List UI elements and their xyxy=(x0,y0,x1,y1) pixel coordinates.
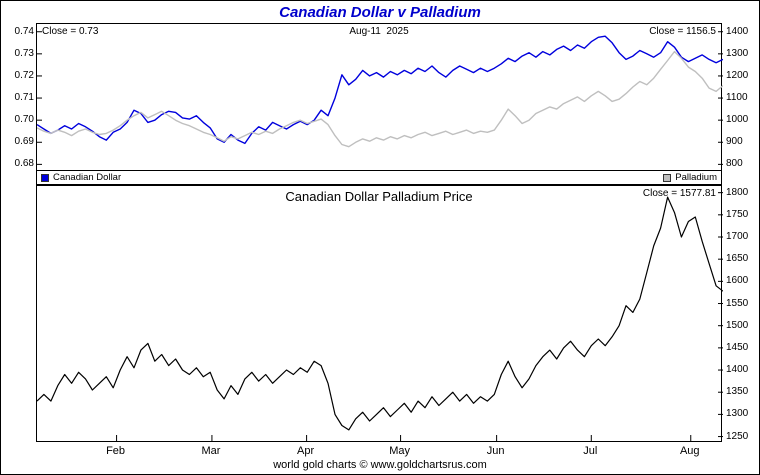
x-tick-label: Jun xyxy=(486,445,505,457)
axis-tick-label: 1200 xyxy=(726,69,749,81)
axis-tick-label: 0.72 xyxy=(14,69,34,81)
axis-tick-label: 1400 xyxy=(726,364,749,376)
axis-tick-label: 900 xyxy=(726,136,743,148)
axis-tick-label: 0.74 xyxy=(14,25,34,37)
series-line xyxy=(37,196,723,431)
x-tick-label: May xyxy=(389,445,410,457)
axis-tick-label: 1350 xyxy=(726,386,749,398)
bottom-plot-svg xyxy=(37,192,723,441)
palladium-legend-swatch xyxy=(663,173,672,182)
price-close-annotation: Close = 1577.81 xyxy=(642,188,716,199)
axis-tick-label: 1800 xyxy=(726,186,749,198)
legend: Canadian Dollar Palladium xyxy=(37,170,721,184)
palladium-close-annotation: Close = 1156.5 xyxy=(649,26,716,37)
axis-tick-label: 1750 xyxy=(726,208,749,220)
cad-legend-label: Canadian Dollar xyxy=(53,172,122,183)
series-line xyxy=(37,50,723,148)
axis-tick-label: 1250 xyxy=(726,430,749,442)
legend-item-cad: Canadian Dollar xyxy=(41,172,121,183)
axis-tick-label: 0.73 xyxy=(14,47,34,59)
axis-tick-label: 1700 xyxy=(726,231,749,242)
axis-tick-label: 1650 xyxy=(726,253,749,265)
axis-tick-label: 0.71 xyxy=(14,92,34,104)
cad-legend-swatch xyxy=(41,173,49,182)
axis-tick-label: 1100 xyxy=(726,92,748,104)
series-line xyxy=(37,35,723,145)
axis-tick-label: 1000 xyxy=(726,114,749,126)
page-title: Canadian Dollar v Palladium xyxy=(279,4,481,21)
axis-tick-label: 1300 xyxy=(726,408,749,420)
axis-tick-label: 0.68 xyxy=(14,158,34,170)
x-tick-label: Apr xyxy=(297,445,315,457)
cad-close-annotation: Close = 0.73 xyxy=(42,26,99,37)
footer-credit: world gold charts © www.goldchartsrus.co… xyxy=(273,459,487,471)
top-plot-svg xyxy=(37,31,723,165)
axis-tick-label: 1300 xyxy=(726,47,749,59)
axis-tick-label: 1500 xyxy=(726,319,749,331)
axis-tick-label: 1550 xyxy=(726,297,749,309)
date-annotation: Aug-11 2025 xyxy=(349,26,409,37)
palladium-legend-label: Palladium xyxy=(675,172,717,183)
axis-tick-label: 0.69 xyxy=(14,136,34,148)
axis-tick-label: 0.70 xyxy=(14,114,34,126)
top-chart-panel: Close = 0.73 Aug-11 2025 Close = 1156.5 … xyxy=(36,23,723,185)
x-tick-label: Feb xyxy=(106,445,126,457)
bottom-chart-title: Canadian Dollar Palladium Price xyxy=(285,189,473,204)
axis-tick-label: 1600 xyxy=(726,275,749,287)
bottom-chart-panel: Canadian Dollar Palladium Price Close = … xyxy=(36,185,723,442)
x-axis-labels: Feb Mar Apr May Jun Jul Aug xyxy=(36,445,722,458)
axis-tick-label: 1450 xyxy=(726,341,749,353)
legend-item-palladium: Palladium xyxy=(663,172,717,183)
x-tick-label: Mar xyxy=(201,445,221,457)
axis-tick-label: 1400 xyxy=(726,25,749,37)
axis-tick-label: 800 xyxy=(726,158,743,170)
x-tick-label: Jul xyxy=(583,445,598,457)
x-tick-label: Aug xyxy=(679,445,700,457)
